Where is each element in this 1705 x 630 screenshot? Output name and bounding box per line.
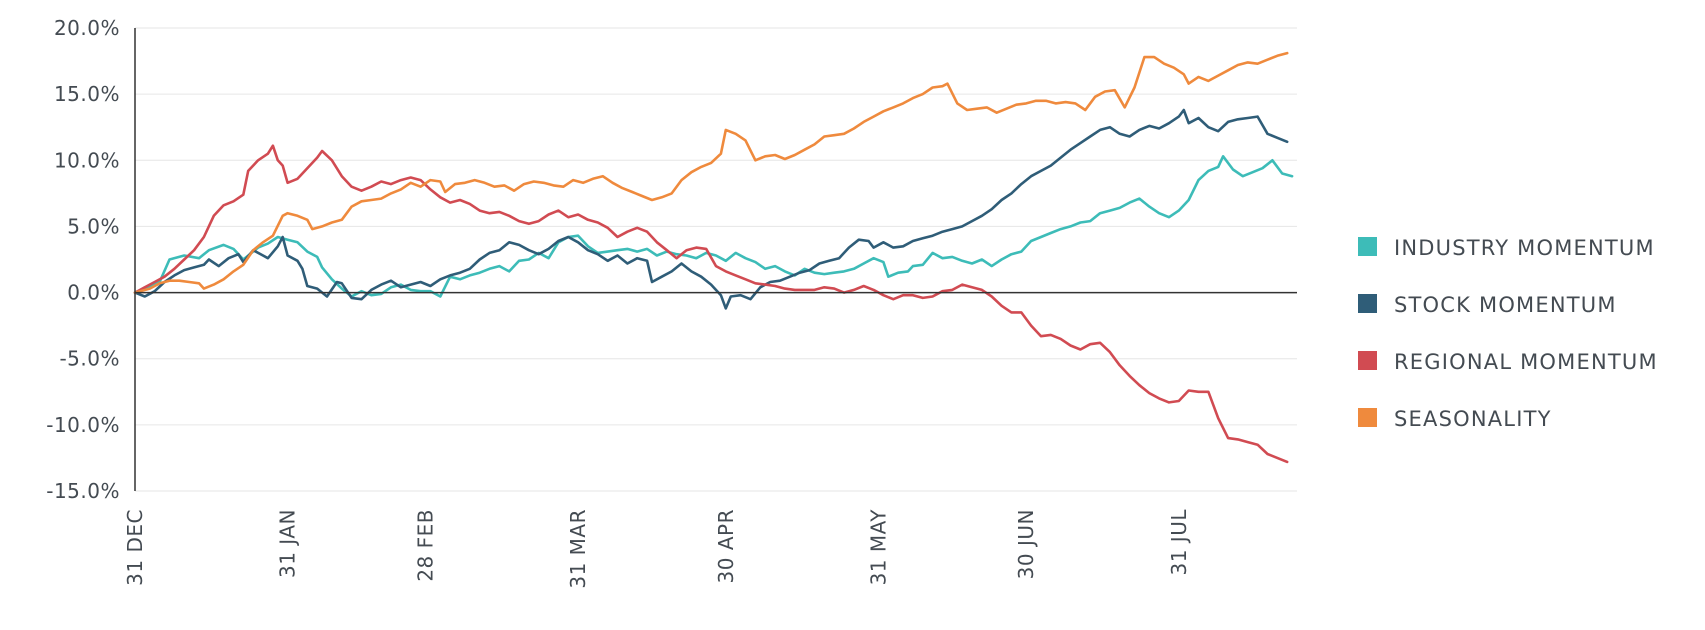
legend-swatch <box>1358 237 1377 256</box>
x-tick-label: 30 JUN <box>1014 509 1038 579</box>
legend-label: INDUSTRY MOMENTUM <box>1394 236 1655 260</box>
legend-swatch <box>1358 351 1377 370</box>
series-lines <box>133 51 1294 464</box>
x-tick-label: 31 MAR <box>566 509 590 589</box>
axes <box>134 28 1297 491</box>
legend-label: REGIONAL MOMENTUM <box>1394 350 1658 374</box>
x-tick-label: 31 MAY <box>866 509 890 586</box>
x-tick-label: 28 FEB <box>414 509 438 582</box>
legend: INDUSTRY MOMENTUM STOCK MOMENTUM REGIONAL … <box>1358 236 1658 431</box>
y-tick-label: -5.0% <box>59 347 120 371</box>
y-axis-tick-labels: 20.0% 15.0% 10.0% 5.0% 0.0% -5.0% -10.0% -15.0% <box>46 16 120 503</box>
y-tick-label: 0.0% <box>67 281 120 305</box>
y-tick-label: 20.0% <box>54 16 120 40</box>
y-tick-label: 10.0% <box>54 148 120 172</box>
series-line-seasonality <box>133 51 1289 294</box>
legend-swatch <box>1358 294 1377 313</box>
y-tick-label: 15.0% <box>54 82 120 106</box>
x-axis-tick-labels: 31 DEC 31 JAN 28 FEB 31 MAR 30 APR 31 MAY 30 J… <box>123 509 1191 589</box>
x-tick-label: 31 JUL <box>1167 509 1191 576</box>
series-line-regional-momentum <box>133 144 1289 464</box>
legend-label: SEASONALITY <box>1394 407 1552 431</box>
x-tick-label: 31 JAN <box>276 509 300 578</box>
x-tick-label: 30 APR <box>714 509 738 583</box>
gridlines <box>135 27 1297 492</box>
legend-label: STOCK MOMENTUM <box>1394 293 1617 317</box>
y-tick-label: -10.0% <box>46 413 120 437</box>
series-line-industry-momentum <box>133 155 1294 298</box>
series-line-stock-momentum <box>133 108 1289 310</box>
legend-swatch <box>1358 408 1377 427</box>
y-tick-label: -15.0% <box>46 479 120 503</box>
x-tick-label: 31 DEC <box>123 509 147 586</box>
y-tick-label: 5.0% <box>67 214 120 238</box>
